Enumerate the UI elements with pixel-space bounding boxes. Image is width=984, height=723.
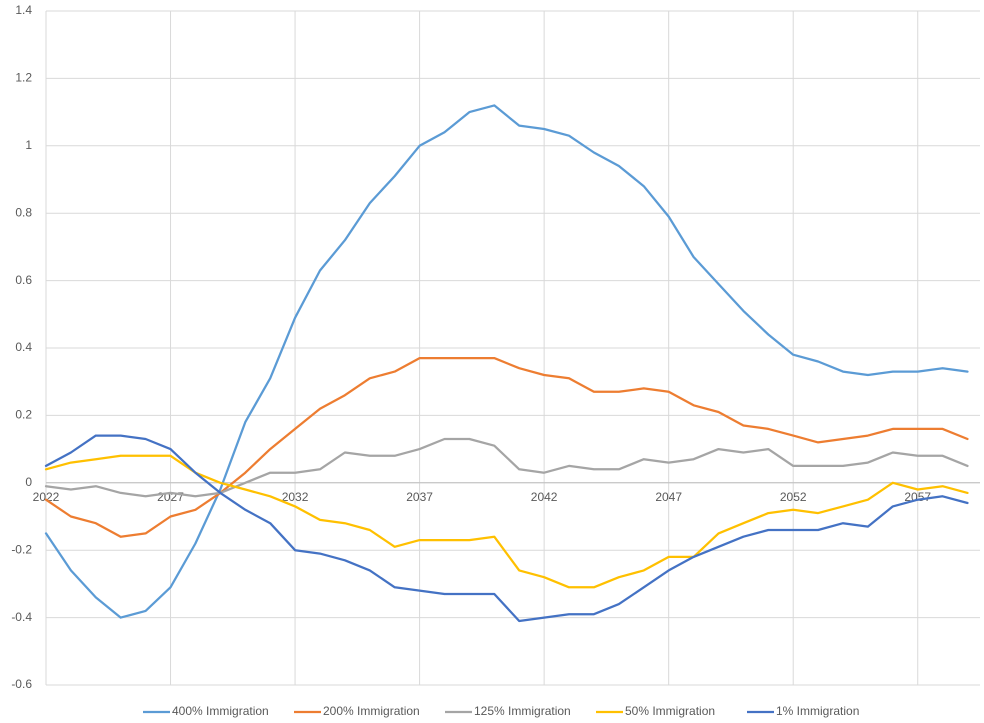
x-tick-label: 2037 — [406, 490, 433, 504]
x-tick-label: 2052 — [780, 490, 807, 504]
legend-label: 50% Immigration — [625, 704, 715, 718]
legend-label: 200% Immigration — [323, 704, 420, 718]
legend-label: 400% Immigration — [172, 704, 269, 718]
y-tick-label: 0.2 — [15, 408, 32, 422]
y-tick-label: 1.2 — [15, 71, 32, 85]
x-tick-label: 2022 — [33, 490, 60, 504]
data-line — [44, 454, 969, 589]
y-tick-label: 0 — [25, 475, 32, 489]
y-tick-label: 1 — [25, 138, 32, 152]
data-line — [44, 104, 969, 619]
y-tick-label: -0.6 — [11, 677, 32, 691]
data-line — [44, 434, 969, 623]
data-line — [44, 437, 969, 498]
legend-label: 1% Immigration — [776, 704, 859, 718]
x-tick-label: 2042 — [531, 490, 558, 504]
y-tick-label: 1.4 — [15, 3, 32, 17]
x-tick-label: 2032 — [282, 490, 309, 504]
data-line — [44, 356, 969, 538]
legend-label: 125% Immigration — [474, 704, 571, 718]
y-tick-label: 0.4 — [15, 340, 32, 354]
y-tick-label: -0.2 — [11, 542, 32, 556]
x-tick-label: 2047 — [655, 490, 682, 504]
y-tick-label: 0.6 — [15, 273, 32, 287]
y-tick-label: 0.8 — [15, 205, 32, 219]
y-tick-label: -0.4 — [11, 610, 32, 624]
